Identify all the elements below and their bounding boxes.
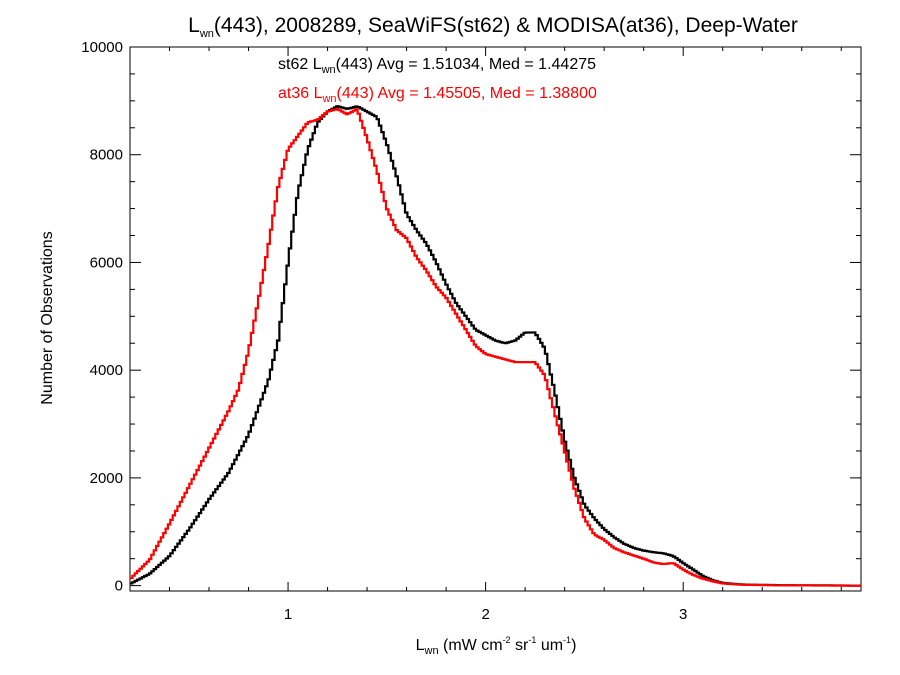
chart-title: Lwn(443), 2008289, SeaWiFS(st62) & MODIS… <box>188 14 798 40</box>
plot-frame <box>129 46 862 592</box>
x-axis: 1 2 3 <box>129 47 842 623</box>
y-axis: 0 2000 4000 6000 8000 10000 <box>81 39 861 595</box>
plot-area <box>129 46 862 592</box>
y-tick-label: 2000 <box>90 470 123 487</box>
series-group <box>130 105 861 587</box>
y-axis-label: Number of Observations <box>39 231 56 404</box>
x-axis-label: Lwn (mW cm-2 sr-1 um-1) <box>416 635 577 657</box>
y-tick-label: 0 <box>115 578 123 595</box>
y-tick-label: 4000 <box>90 362 123 379</box>
x-tick-label: 3 <box>679 606 687 623</box>
legend-entry-st62: st62 Lwn(443) Avg = 1.51034, Med = 1.442… <box>278 56 596 76</box>
series-line-st62 <box>130 105 861 587</box>
series-line-at36 <box>130 107 861 587</box>
x-tick-label: 1 <box>284 606 292 623</box>
y-tick-label: 10000 <box>81 39 123 56</box>
x-tick-label: 2 <box>481 606 489 623</box>
y-tick-label: 8000 <box>90 147 123 164</box>
legend-entry-at36: at36 Lwn(443) Avg = 1.45505, Med = 1.388… <box>278 85 597 105</box>
y-tick-label: 6000 <box>90 254 123 271</box>
